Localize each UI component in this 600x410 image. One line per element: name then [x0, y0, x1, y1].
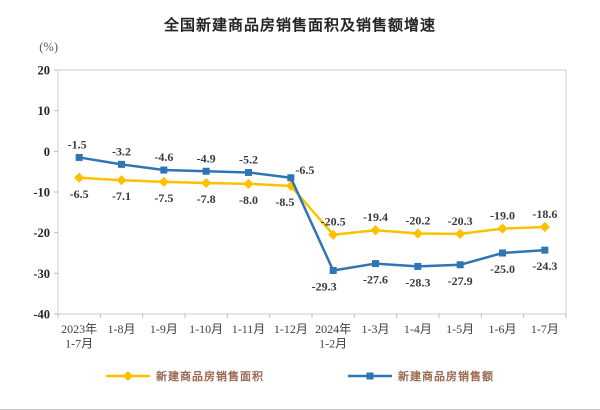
data-point-marker	[370, 225, 381, 236]
data-label: -19.4	[363, 210, 388, 224]
data-point-marker	[414, 262, 422, 270]
data-label: -7.5	[154, 191, 173, 205]
line-square-marker-icon	[348, 372, 392, 380]
y-tick-label: 0	[44, 145, 50, 159]
legend-marker	[122, 370, 134, 382]
data-point-marker	[243, 178, 254, 189]
data-point-marker	[497, 223, 508, 234]
data-point-marker	[118, 160, 125, 168]
x-tick-label: 2023年 1-7月	[61, 322, 97, 351]
plot-border	[57, 69, 567, 315]
data-label: -4.6	[154, 150, 173, 164]
x-tick-label: 1-5月	[446, 322, 474, 336]
data-label: -18.6	[532, 207, 557, 221]
x-tick-label: 1-11月	[232, 322, 266, 336]
data-label: -1.5	[68, 137, 87, 151]
data-label: -20.5	[321, 215, 346, 229]
chart-canvas: (%) 20 10 0 -10 -20 -30 -40 2023年 1-7月 1-8月 1-9月 1-1…	[33, 40, 567, 351]
data-point-marker	[75, 153, 83, 161]
data-label: -19.0	[490, 209, 515, 223]
data-point-marker	[412, 228, 423, 239]
data-label: -3.2	[112, 144, 131, 158]
data-point-marker	[499, 249, 506, 257]
data-point-marker	[456, 261, 464, 269]
data-label: -25.0	[490, 262, 515, 276]
x-tick-label: 1-3月	[362, 322, 390, 336]
y-tick-label: -20	[33, 226, 50, 240]
data-point-marker	[74, 172, 85, 183]
data-label: -8.0	[239, 193, 258, 207]
data-label: -27.9	[448, 274, 473, 288]
x-tick-label: 1-12月	[274, 322, 308, 336]
series-line-1	[77, 156, 547, 272]
legend-item-sales-amount: 新建商品房销售额	[348, 368, 494, 384]
data-point-marker	[541, 246, 549, 254]
y-axis-unit-label: (%)	[39, 40, 58, 54]
data-point-marker	[245, 168, 252, 176]
data-label: -8.5	[275, 195, 294, 209]
data-label: -4.9	[197, 151, 216, 165]
legend-label-sales-area: 新建商品房销售面积	[156, 371, 264, 383]
line-diamond-marker-icon	[106, 370, 150, 382]
data-point-marker	[329, 266, 337, 274]
data-point-marker	[160, 166, 168, 174]
y-tick-label: 10	[38, 104, 51, 118]
data-label: -29.3	[312, 279, 337, 293]
x-tick-label: 1-8月	[108, 322, 136, 336]
x-tick-label: 1-9月	[150, 322, 178, 336]
data-point-marker	[372, 260, 379, 268]
y-tick-label: 20	[38, 64, 51, 78]
series-line-0	[77, 176, 547, 236]
data-point-marker	[202, 167, 210, 175]
y-tick-label: -40	[33, 308, 50, 322]
data-label: -7.8	[197, 192, 216, 206]
data-label: -5.2	[239, 152, 258, 166]
legend: 新建商品房销售面积 新建商品房销售额	[0, 368, 600, 384]
data-label: -27.6	[363, 273, 388, 287]
data-label: -6.5	[70, 187, 89, 201]
x-tick-label: 1-6月	[489, 322, 517, 336]
data-label: -7.1	[112, 189, 131, 203]
y-tick-label: -10	[33, 186, 50, 200]
legend-label-sales-amount: 新建商品房销售额	[398, 371, 494, 383]
y-tick-label: -30	[33, 267, 50, 281]
data-point-marker	[328, 229, 339, 240]
x-tick-label: 1-4月	[404, 322, 432, 336]
x-tick-label: 1-10月	[189, 322, 223, 336]
data-point-marker	[539, 221, 550, 233]
data-point-marker	[201, 177, 212, 189]
data-label: -6.5	[295, 163, 314, 177]
data-point-marker	[116, 175, 127, 186]
data-point-marker	[287, 174, 295, 182]
data-label: -24.3	[532, 259, 557, 273]
data-label: -20.3	[448, 214, 473, 228]
chart-title: 全国新建商品房销售面积及销售额增速	[163, 17, 436, 34]
data-point-marker	[158, 176, 169, 187]
data-label: -28.3	[405, 275, 430, 289]
x-tick-label: 2024年 1-2月	[315, 322, 351, 351]
data-label: -20.2	[405, 213, 430, 227]
legend-item-sales-area: 新建商品房销售面积	[106, 368, 264, 384]
legend-marker	[366, 372, 374, 380]
data-point-marker	[455, 228, 466, 239]
x-tick-label: 1-7月	[531, 322, 559, 336]
